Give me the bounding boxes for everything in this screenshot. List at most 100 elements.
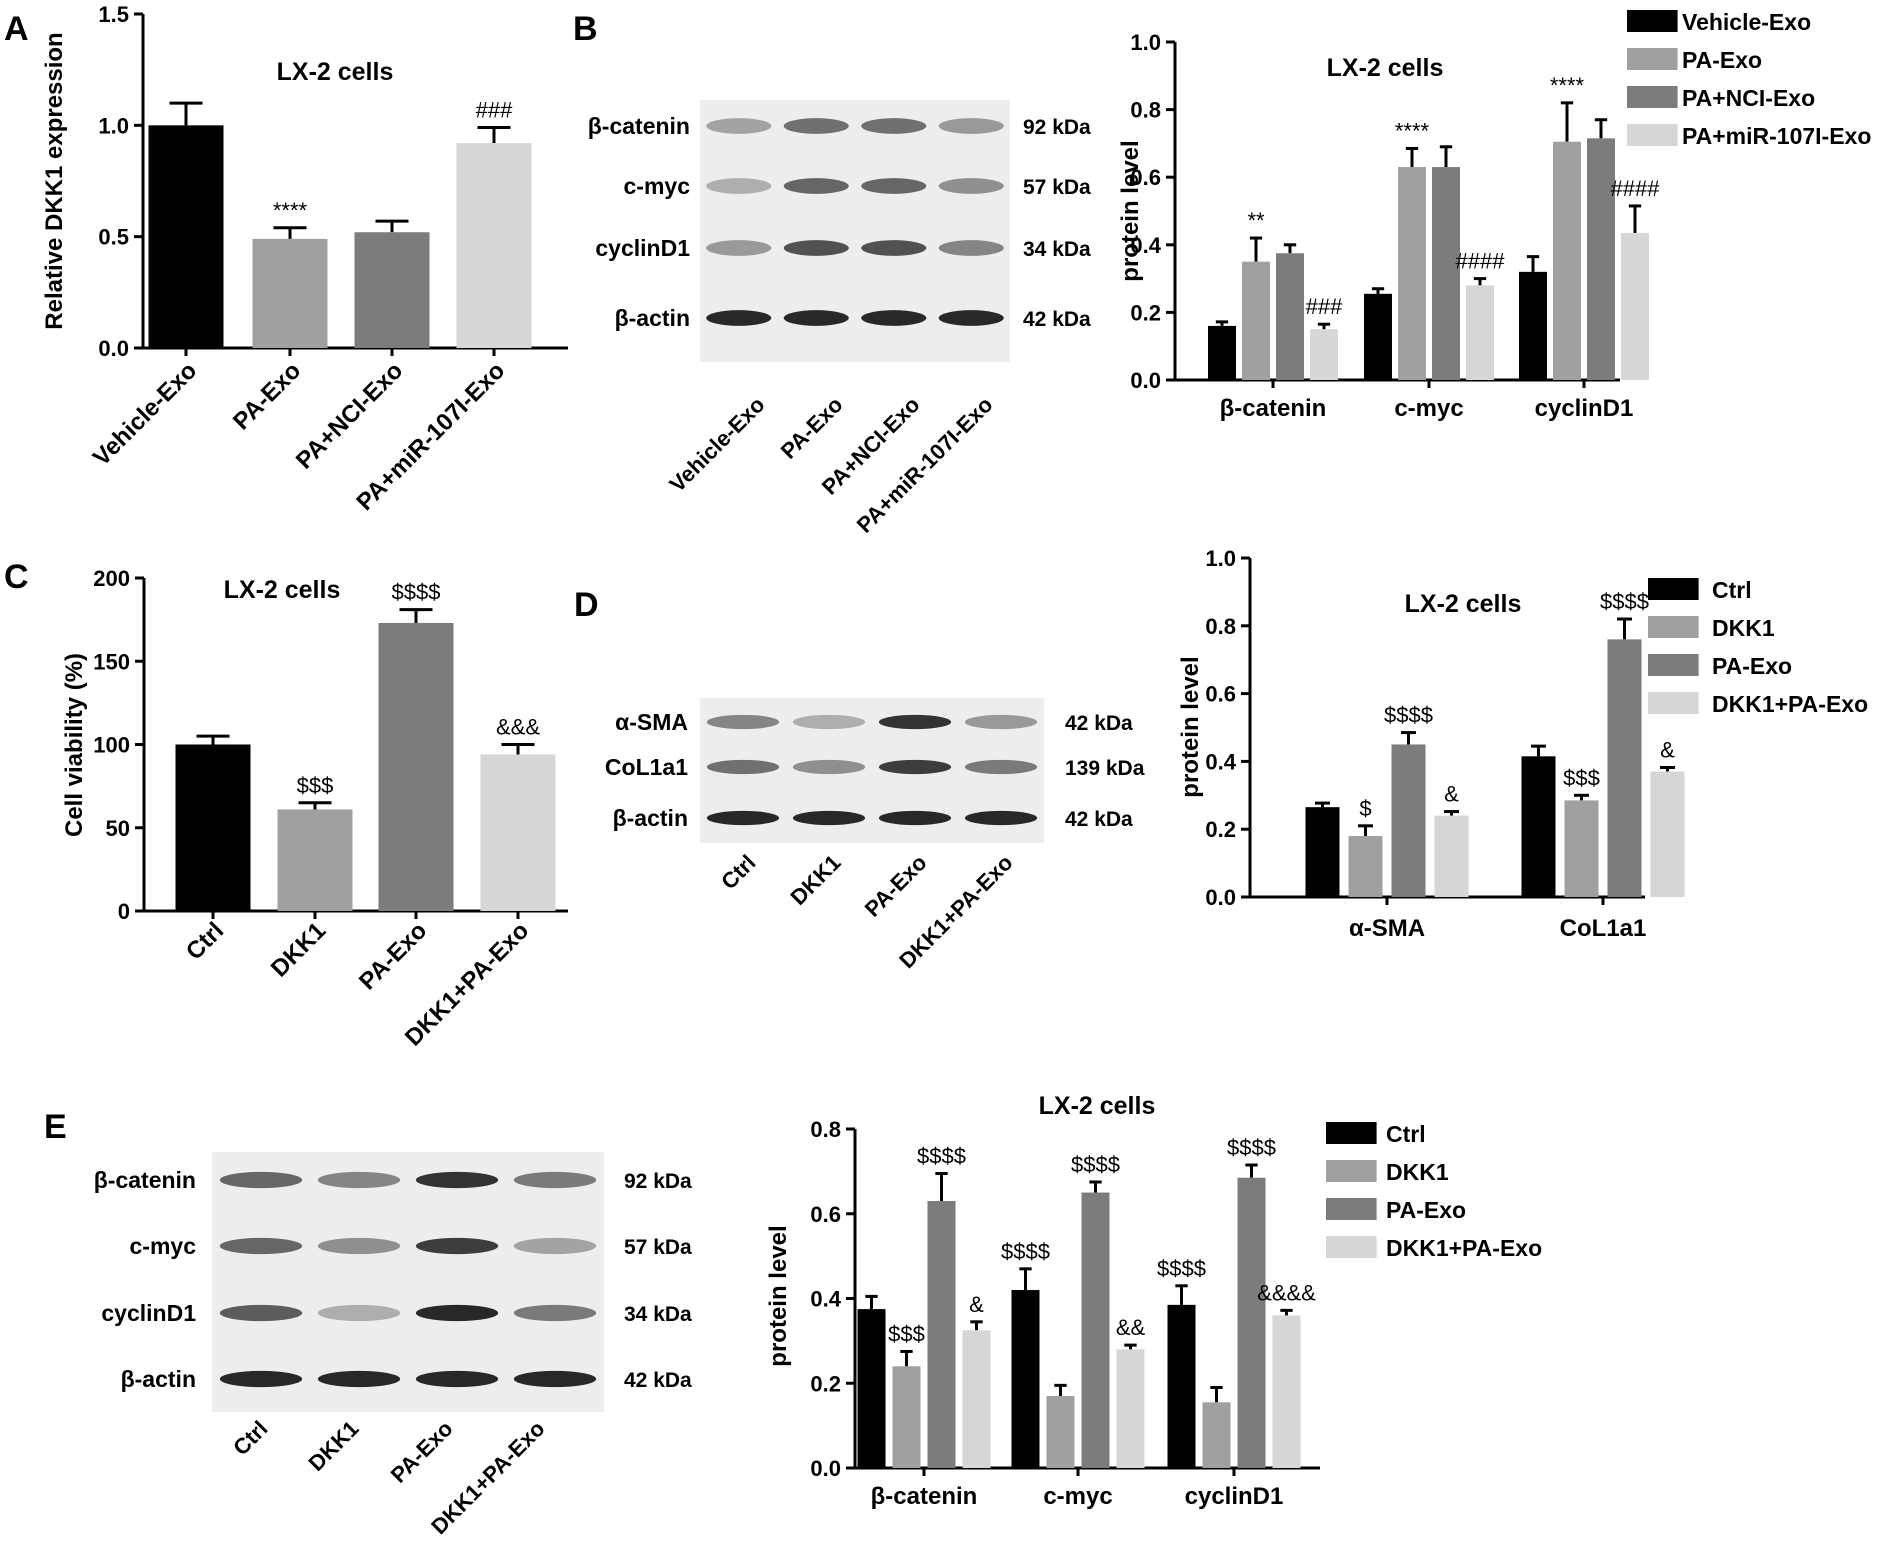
blot-band — [792, 714, 866, 730]
blot-band — [706, 759, 780, 775]
significance-label: & — [1444, 782, 1459, 807]
blot-row-label: c-myc — [624, 173, 691, 199]
blot-kda-label: 34 kDa — [1023, 238, 1091, 261]
y-tick-label: 0.2 — [1205, 817, 1236, 842]
panel-label-e: E — [44, 1108, 67, 1146]
blot-strip — [700, 292, 1010, 362]
blot-kda-label: 42 kDa — [1065, 712, 1133, 735]
blot-kda-label: 42 kDa — [624, 1369, 692, 1392]
blot-kda-label: 57 kDa — [624, 1236, 692, 1259]
blot-row-label: α-SMA — [615, 709, 688, 735]
x-category-label: cyclinD1 — [1185, 1483, 1284, 1510]
y-axis-label: protein level — [765, 1225, 792, 1366]
y-tick-label: 0.8 — [810, 1117, 841, 1142]
blot-band — [938, 178, 1004, 194]
blot-band — [706, 118, 772, 134]
bar — [892, 1366, 921, 1468]
blot-band — [415, 1171, 499, 1189]
significance-label: $$$$ — [1600, 589, 1649, 614]
blot-row-label: β-catenin — [94, 1167, 196, 1193]
y-tick-label: 0.6 — [810, 1202, 841, 1227]
significance-label: $$$$ — [1071, 1152, 1120, 1177]
blot-band — [783, 240, 849, 256]
y-tick-label: 0.0 — [810, 1456, 841, 1481]
legend-label: PA-Exo — [1682, 47, 1762, 73]
legend-label: Vehicle-Exo — [1682, 9, 1811, 35]
blot-band — [878, 810, 952, 826]
legend-swatch — [1648, 578, 1699, 600]
bar — [1466, 285, 1494, 380]
bar — [1398, 167, 1426, 380]
blot-strip — [700, 698, 1044, 792]
blot-band — [513, 1237, 597, 1255]
bar — [1650, 771, 1685, 897]
blot-band — [964, 714, 1038, 730]
legend-label: Ctrl — [1386, 1121, 1426, 1147]
blot-band — [878, 714, 952, 730]
bar — [480, 754, 556, 911]
bar — [1276, 253, 1304, 380]
blot-kda-label: 92 kDa — [624, 1170, 692, 1193]
blot-band — [317, 1237, 401, 1255]
blot-kda-label: 92 kDa — [1023, 116, 1091, 139]
bar — [1116, 1349, 1145, 1468]
blot-band — [513, 1304, 597, 1322]
blot-band — [861, 178, 927, 194]
significance-label: ### — [1306, 294, 1343, 319]
significance-label: $$$$ — [917, 1143, 966, 1168]
y-tick-label: 1.5 — [98, 2, 129, 27]
legend-label: PA+NCI-Exo — [1682, 85, 1815, 111]
legend-label: DKK1+PA-Exo — [1712, 691, 1868, 717]
blot-row-label: cyclinD1 — [595, 235, 690, 261]
significance-label: #### — [1456, 249, 1506, 274]
x-category-label: c-myc — [1394, 395, 1463, 422]
significance-label: **** — [1550, 73, 1585, 98]
chart-title: LX-2 cells — [1327, 54, 1444, 82]
significance-label: $$$ — [1563, 765, 1600, 790]
blot-band — [861, 240, 927, 256]
legend-swatch — [1326, 1198, 1377, 1220]
blot-row-label: β-catenin — [588, 113, 690, 139]
blot-band — [415, 1237, 499, 1255]
bar — [1272, 1315, 1301, 1468]
legend-label: PA+miR-107I-Exo — [1682, 123, 1871, 149]
legend-swatch — [1627, 124, 1678, 146]
significance-label: **** — [1395, 118, 1430, 143]
blot-band — [317, 1370, 401, 1388]
blot-band — [792, 759, 866, 775]
significance-label: $$$$ — [1001, 1239, 1050, 1264]
blot-band — [783, 118, 849, 134]
blot-kda-label: 57 kDa — [1023, 176, 1091, 199]
y-axis-label: protein level — [1177, 656, 1204, 797]
bar — [1202, 1402, 1231, 1468]
y-tick-label: 150 — [93, 649, 130, 674]
y-tick-label: 0.8 — [1130, 98, 1161, 123]
y-tick-label: 0.6 — [1205, 682, 1236, 707]
blot-band — [219, 1171, 303, 1189]
legend-label: DKK1+PA-Exo — [1386, 1235, 1542, 1261]
bar — [1167, 1304, 1196, 1468]
bar — [1364, 293, 1392, 380]
significance-label: &&&& — [1257, 1280, 1316, 1305]
blot-band — [861, 310, 927, 326]
blot-row-label: β-actin — [615, 305, 690, 331]
x-category-label: cyclinD1 — [1535, 395, 1634, 422]
blot-band — [513, 1171, 597, 1189]
legend-swatch — [1648, 616, 1699, 638]
y-tick-label: 0 — [118, 899, 130, 924]
y-tick-label: 0.0 — [98, 336, 129, 361]
legend-label: DKK1 — [1386, 1159, 1449, 1185]
bar — [148, 125, 224, 348]
panel-label-c: C — [4, 558, 29, 596]
bar — [962, 1330, 991, 1468]
x-category-label: CoL1a1 — [1560, 915, 1647, 942]
blot-kda-label: 42 kDa — [1065, 808, 1133, 831]
chart-title: LX-2 cells — [1039, 1092, 1156, 1120]
panel-label-b: B — [573, 10, 598, 48]
bar — [378, 622, 454, 911]
significance-label: ### — [476, 98, 513, 123]
y-tick-label: 0.6 — [1130, 165, 1161, 190]
legend-swatch — [1326, 1236, 1377, 1258]
y-tick-label: 0.4 — [810, 1287, 841, 1312]
